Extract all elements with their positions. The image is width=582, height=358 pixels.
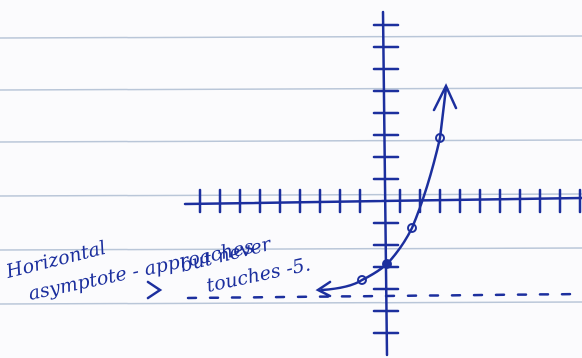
notebook-page: Horizontal asymptote - approaches but ne… <box>0 0 582 358</box>
point <box>382 259 392 269</box>
